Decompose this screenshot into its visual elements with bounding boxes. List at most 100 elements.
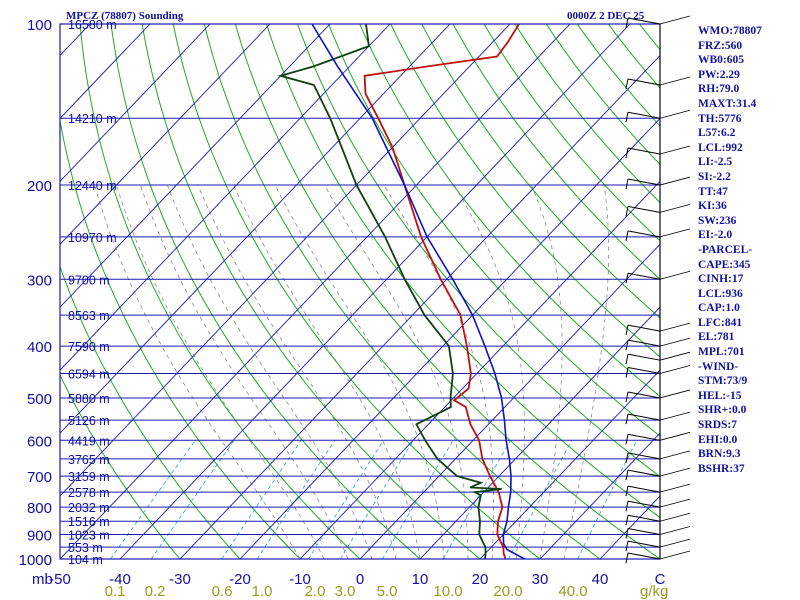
wind-barb-feather bbox=[625, 354, 629, 365]
wind-barb-icon bbox=[625, 365, 691, 378]
wind-barb-icon bbox=[625, 389, 691, 403]
temperature-tick-label: -40 bbox=[109, 571, 131, 588]
wind-barb-icon bbox=[625, 538, 691, 552]
wind-barb-icon bbox=[625, 204, 691, 217]
moist-adiabat bbox=[233, 184, 421, 559]
temperature-tick-label: 0 bbox=[356, 571, 364, 588]
parcel-line bbox=[311, 24, 527, 559]
isotherm bbox=[60, 24, 331, 308]
pressure-tick-label: 200 bbox=[27, 178, 52, 195]
pressure-tick-label: 500 bbox=[27, 391, 52, 408]
temperature-tick-label: 20 bbox=[472, 571, 489, 588]
wind-barb-staff bbox=[627, 178, 661, 186]
wind-barb-icon bbox=[625, 467, 691, 481]
wind-barb-feather bbox=[625, 434, 629, 445]
height-label: 4419 m bbox=[68, 434, 110, 448]
mixing-ratio-tick-label: 40.0 bbox=[558, 583, 587, 600]
height-label: 2578 m bbox=[68, 486, 110, 500]
mixing-ratio-line bbox=[221, 440, 302, 559]
wind-barb-tail bbox=[659, 145, 691, 155]
height-label: 1023 m bbox=[68, 529, 110, 543]
dewpoint-line bbox=[277, 24, 502, 559]
index-line: SW:236 bbox=[698, 214, 737, 227]
index-line: -WIND- bbox=[698, 360, 739, 373]
wind-barb-feather bbox=[625, 273, 629, 284]
wind-barb-feather bbox=[625, 486, 629, 497]
wind-barb-staff bbox=[627, 147, 661, 155]
wind-barb-staff bbox=[627, 433, 661, 441]
height-label: 2032 m bbox=[68, 501, 110, 515]
wind-barb-staff bbox=[627, 413, 661, 421]
moist-adiabat bbox=[167, 184, 373, 559]
wind-barb-icon bbox=[625, 228, 691, 241]
wind-barb-feather bbox=[625, 178, 629, 190]
wind-barb-feather bbox=[625, 340, 629, 351]
moist-adiabat bbox=[140, 184, 349, 559]
height-label: 9700 m bbox=[68, 273, 110, 287]
mixing-ratio-tick-label: 1.0 bbox=[252, 583, 273, 600]
height-label: 5126 m bbox=[68, 414, 110, 428]
wind-barb-staff bbox=[627, 324, 661, 332]
wind-barb-staff bbox=[627, 205, 661, 213]
index-line: CINH:17 bbox=[698, 273, 744, 286]
wind-barb-staff bbox=[627, 469, 661, 477]
wind-barb-tail bbox=[659, 512, 691, 522]
index-line: STM:73/9 bbox=[698, 375, 748, 388]
wind-barb-feather bbox=[625, 391, 629, 403]
wind-barb-staff bbox=[627, 339, 661, 347]
wind-barb-tail bbox=[659, 204, 691, 213]
mixing-ratio-line bbox=[110, 440, 196, 559]
wind-barb-staff bbox=[627, 452, 661, 460]
wind-barb-staff bbox=[627, 485, 661, 493]
wind-barb-tail bbox=[659, 365, 691, 374]
isotherm bbox=[239, 117, 660, 559]
moist-adiabat bbox=[383, 184, 495, 559]
wind-barb-tail bbox=[659, 550, 691, 560]
wind-barb-feather bbox=[625, 367, 629, 378]
wind-barb-tail bbox=[659, 109, 691, 119]
wind-barb-feather bbox=[625, 470, 629, 481]
index-line: KI:36 bbox=[698, 200, 727, 213]
station-title: MPCZ (78807) Sounding bbox=[66, 10, 184, 22]
wind-barb-feather bbox=[625, 147, 629, 159]
index-line: MAXT:31.4 bbox=[698, 97, 757, 110]
wind-barb-icon bbox=[625, 270, 691, 284]
wind-barb-tail bbox=[659, 498, 691, 508]
isotherm bbox=[60, 24, 511, 497]
dry-adiabat bbox=[79, 24, 361, 559]
wind-barb-tail bbox=[659, 337, 691, 347]
pressure-tick-label: 900 bbox=[27, 528, 52, 545]
wind-barb-staff bbox=[627, 540, 661, 548]
height-label: 104 m bbox=[68, 553, 103, 567]
wind-barb-icon bbox=[625, 145, 691, 159]
wind-barb-tail bbox=[659, 526, 691, 535]
wind-barb-staff bbox=[627, 366, 661, 374]
wind-barb-icon bbox=[625, 109, 691, 123]
wind-barb-staff bbox=[627, 500, 661, 508]
isotherm bbox=[60, 24, 571, 559]
wind-barb-tail bbox=[659, 467, 691, 477]
index-line: BRN:9.3 bbox=[698, 448, 741, 461]
wind-barb-feather bbox=[625, 540, 629, 552]
pressure-unit-label: mb bbox=[32, 571, 53, 588]
wind-barb-feather bbox=[625, 112, 629, 123]
wind-barb-staff bbox=[627, 230, 661, 238]
index-line: BSHR:37 bbox=[698, 462, 745, 475]
height-label: 553 m bbox=[68, 541, 103, 555]
wind-barb-staff bbox=[627, 552, 661, 560]
mixing-ratio-tick-label: 10.0 bbox=[433, 583, 462, 600]
moist-adiabat bbox=[563, 185, 609, 559]
wind-barb-feather bbox=[625, 325, 629, 336]
wind-barb-feather bbox=[625, 515, 629, 526]
isotherm bbox=[119, 24, 631, 559]
index-line: TT:47 bbox=[698, 185, 728, 198]
indices-panel: WMO:78807 FRZ:560 WB0:605 PW:2.29 RH:79.0 MAX… bbox=[698, 24, 798, 476]
wind-barb-staff bbox=[627, 272, 661, 280]
index-line: SHR+:0.0 bbox=[698, 404, 747, 417]
index-line: EI:-2.0 bbox=[698, 229, 733, 242]
wind-barb-icon bbox=[625, 512, 691, 526]
index-line: FRZ:560 bbox=[698, 39, 743, 52]
wind-barb-icon bbox=[625, 483, 691, 497]
height-label: 7590 m bbox=[68, 340, 110, 354]
